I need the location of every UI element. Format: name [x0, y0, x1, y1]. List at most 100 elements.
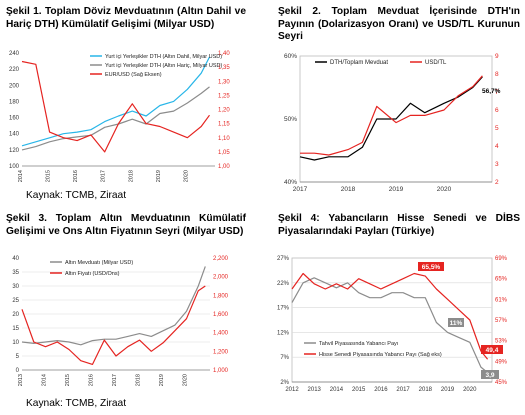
y-tick-label: 15	[12, 326, 19, 332]
x-tick-label: 2014	[18, 170, 24, 182]
legend-label: Altın Mevduatı (Milyar USD)	[65, 260, 133, 266]
y2-tick-label: 1,30	[218, 79, 230, 85]
y-tick-label: 5	[16, 354, 20, 360]
y-tick-label: 160	[9, 116, 20, 122]
y-tick-label: 20	[12, 312, 19, 318]
y2-tick-label: 1,40	[218, 51, 230, 57]
x-tick-label: 2014	[42, 374, 48, 386]
chart-3-title: Şekil 3. Toplam Altın Mevduatının Kümüla…	[6, 213, 246, 237]
y2-tick-label: 1,20	[218, 108, 230, 114]
y2-tick-label: 53%	[495, 339, 508, 345]
x-tick-label: 2020	[183, 374, 189, 386]
y-tick-label: 140	[9, 132, 20, 138]
x-tick-label: 2020	[183, 170, 189, 182]
y-tick-label: 180	[9, 99, 20, 105]
y2-tick-label: 9	[495, 53, 499, 60]
y-tick-label: 220	[9, 67, 20, 73]
x-tick-label: 2018	[419, 387, 433, 393]
x-tick-label: 2013	[18, 374, 24, 386]
y-tick-label: 40	[12, 256, 19, 262]
legend-label: EUR/USD (Sağ Eksen)	[105, 72, 162, 78]
badge-label: 3,9	[485, 372, 494, 379]
x-tick-label: 2019	[441, 387, 455, 393]
legend-label: Tahvil Piyasasında Yabancı Payı	[319, 341, 398, 347]
y-tick-label: 200	[9, 83, 20, 89]
y-tick-label: 10	[12, 340, 19, 346]
y2-tick-label: 1,000	[213, 368, 229, 374]
y2-tick-label: 1,200	[213, 349, 229, 355]
annotation-label: 56,7%	[482, 88, 501, 95]
x-tick-label: 2016	[374, 387, 388, 393]
y2-tick-label: 4	[495, 143, 499, 150]
legend-label: USD/TL	[425, 60, 447, 66]
y-tick-label: 27%	[277, 256, 290, 262]
chart-3-source: Kaynak: TCMB, Ziraat	[26, 398, 127, 409]
y-tick-label: 35	[12, 270, 19, 276]
y2-tick-label: 7	[495, 89, 499, 96]
x-tick-label: 2015	[65, 374, 71, 386]
x-tick-label: 2014	[330, 387, 344, 393]
y-tick-label: 12%	[277, 330, 290, 336]
series-line-2	[291, 272, 489, 360]
y2-tick-label: 5	[495, 125, 499, 132]
chart-4-svg: 2% 7% 12% 17% 22% 27% 45% 49% 53% 57% 61% 65% 69% 201…	[277, 256, 508, 393]
x-tick-label: 2017	[112, 374, 118, 386]
chart-1-svg: 100 120 140 160 180 200 220 240 1,00 1,05 1,10 1,15…	[9, 51, 230, 182]
y2-tick-label: 57%	[495, 318, 508, 324]
series-line-2	[21, 285, 206, 366]
y2-tick-label: 2,200	[213, 256, 229, 262]
series-line-1	[299, 76, 483, 161]
x-tick-label: 2019	[389, 186, 404, 193]
series-line-2	[21, 86, 210, 151]
chart-2-svg: 40% 50% 60% 2 3 4 5 6 7 8 9 2017 2018 2019 2020 DTH/Top…	[284, 53, 501, 193]
y2-tick-label: 8	[495, 71, 499, 78]
y-tick-label: 40%	[284, 179, 297, 186]
y2-tick-label: 45%	[495, 380, 508, 386]
x-tick-label: 2018	[341, 186, 356, 193]
series-line-3	[21, 60, 210, 153]
x-tick-label: 2020	[463, 387, 477, 393]
y2-tick-label: 1,800	[213, 293, 229, 299]
y-tick-label: 0	[16, 368, 20, 374]
y2-tick-label: 1,400	[213, 331, 229, 337]
legend-label: DTH/Toplam Mevduat	[330, 60, 388, 66]
series-line-1	[291, 277, 488, 374]
x-tick-label: 2016	[73, 170, 79, 182]
y-tick-label: 17%	[277, 306, 290, 312]
y2-tick-label: 61%	[495, 297, 508, 303]
y-tick-label: 60%	[284, 53, 297, 60]
x-tick-label: 2019	[156, 170, 162, 182]
x-tick-label: 2018	[136, 374, 142, 386]
y-tick-label: 240	[9, 51, 20, 57]
y2-tick-label: 2	[495, 179, 499, 186]
badge-label: 65,5%	[422, 264, 441, 271]
badge-bg	[448, 318, 464, 327]
y-tick-label: 120	[9, 148, 20, 154]
y-tick-label: 25	[12, 298, 19, 304]
x-tick-label: 2019	[159, 374, 165, 386]
chart-3-svg: 0 5 10 15 20 25 30 35 40 1,000 1,200 1,400 1,600 1,80…	[12, 256, 229, 386]
y-tick-label: 100	[9, 164, 20, 170]
y-tick-label: 7%	[280, 355, 289, 361]
y2-tick-label: 1,25	[218, 93, 230, 99]
y2-tick-label: 65%	[495, 277, 508, 283]
x-tick-label: 2012	[285, 387, 299, 393]
legend-label: Yurt içi Yerleşikler DTH (Altın Dahil, M…	[105, 54, 222, 60]
chart-2-title: Şekil 2. Toplam Mevduat İçerisinde DTH'ı…	[278, 6, 520, 42]
series-line-1	[21, 56, 211, 147]
x-tick-label: 2017	[293, 186, 308, 193]
x-tick-label: 2013	[308, 387, 322, 393]
legend-label: Altın Fiyatı (USD/Ons)	[65, 271, 120, 277]
y2-tick-label: 3	[495, 161, 499, 168]
y-tick-label: 2%	[280, 380, 289, 386]
y2-tick-label: 1,10	[218, 136, 230, 142]
x-tick-label: 2017	[396, 387, 410, 393]
x-tick-label: 2015	[46, 170, 52, 182]
x-tick-label: 2020	[437, 186, 452, 193]
x-tick-label: 2018	[128, 170, 134, 182]
y2-tick-label: 49%	[495, 359, 508, 365]
badge-label: 49,4	[486, 347, 499, 354]
y-tick-label: 50%	[284, 116, 297, 123]
badge-label: 11%	[450, 320, 463, 327]
x-tick-label: 2017	[101, 170, 107, 182]
